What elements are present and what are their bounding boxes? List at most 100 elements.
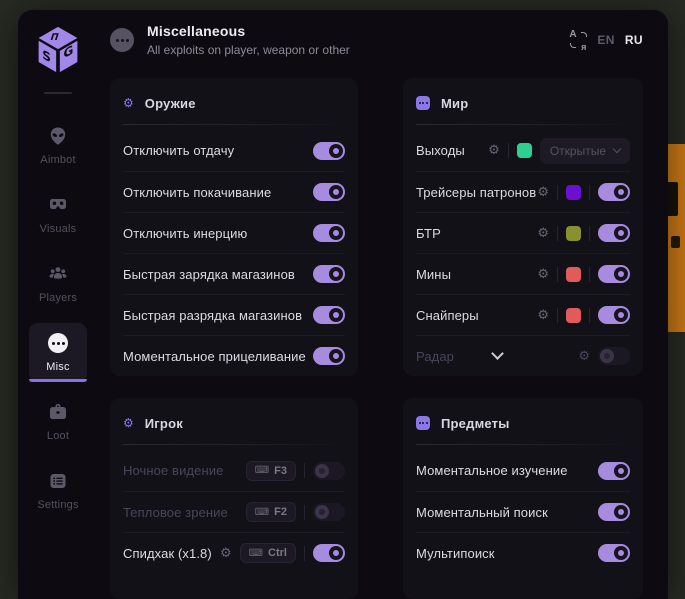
row-label: Моментальное прицеливание	[123, 348, 306, 364]
row-btr: БТР ⚙	[416, 212, 630, 253]
column-left: ⚙ Оружие Отключить отдачу Отключить пока…	[110, 78, 358, 599]
sidebar-item-label: Players	[38, 292, 78, 304]
keybind-label: Ctrl	[268, 547, 287, 559]
sidebar: S G П Aimbot	[18, 10, 98, 599]
svg-text:S: S	[42, 48, 51, 67]
row-label: Снайперы	[416, 307, 479, 323]
row-radar: Радар ⚙	[416, 335, 630, 376]
keyboard-icon: ⌨	[254, 506, 270, 518]
toggle-on[interactable]	[598, 265, 630, 283]
color-swatch[interactable]	[566, 307, 581, 323]
backdrop-orange-artifact	[666, 144, 685, 332]
separator	[557, 307, 558, 323]
toggle-on[interactable]	[313, 306, 345, 324]
row-no-recoil: Отключить отдачу	[123, 130, 345, 171]
row-label: Тепловое зрение	[123, 504, 228, 520]
toggle-on[interactable]	[598, 224, 630, 242]
sidebar-item-settings[interactable]: Settings	[29, 461, 87, 520]
section-rows: Моментальное изучение Моментальный поиск…	[416, 450, 630, 573]
toggle-on[interactable]	[313, 265, 345, 283]
toggle-on[interactable]	[313, 141, 345, 160]
row-label: Спидхак (x1.8)	[123, 545, 212, 561]
row-multi-loot: Мультипоиск	[416, 532, 630, 573]
separator	[589, 266, 590, 282]
toggle-on[interactable]	[313, 347, 345, 365]
separator	[304, 545, 305, 561]
content: ⚙ Оружие Отключить отдачу Отключить пока…	[98, 68, 668, 599]
row-settings-gear-icon[interactable]: ⚙	[578, 348, 590, 364]
keybind-badge[interactable]: ⌨ F3	[245, 460, 296, 481]
sidebar-item-label: Aimbot	[40, 154, 76, 166]
toggle-on[interactable]	[598, 183, 630, 201]
row-settings-gear-icon[interactable]: ⚙	[537, 225, 549, 241]
sidebar-item-visuals[interactable]: Visuals	[29, 185, 87, 244]
toggle-on[interactable]	[313, 544, 345, 562]
keybind-badge[interactable]: ⌨ F2	[245, 502, 296, 522]
lang-option-en[interactable]: EN	[597, 33, 615, 47]
sidebar-item-label: Loot	[46, 430, 70, 442]
toggle-on[interactable]	[313, 183, 345, 201]
section-items: Предметы Моментальное изучение Моменталь…	[403, 398, 643, 599]
color-swatch[interactable]	[516, 143, 532, 158]
keyboard-icon: ⌨	[248, 547, 264, 559]
backdrop-artifact	[671, 236, 680, 248]
toggle-on[interactable]	[598, 306, 630, 324]
keybind-label: F2	[274, 506, 287, 518]
section-player: ⚙ Игрок Ночное видение ⌨ F3	[110, 398, 358, 599]
sidebar-item-label: Settings	[37, 499, 79, 511]
sidebar-item-misc[interactable]: Misc	[29, 323, 87, 382]
row-label: Отключить покачивание	[123, 184, 272, 200]
keybind-badge[interactable]: ⌨ Ctrl	[239, 543, 296, 563]
toggle-on[interactable]	[598, 503, 630, 521]
expand-chevron-icon[interactable]	[490, 347, 504, 360]
toggle-off[interactable]	[313, 503, 345, 521]
page-titles: Miscellaneous All exploits on player, we…	[147, 23, 350, 57]
alien-icon	[48, 126, 68, 146]
toggle-on[interactable]	[598, 461, 630, 480]
sidebar-item-label: Misc	[46, 361, 70, 373]
section-rows: Отключить отдачу Отключить покачивание О…	[123, 130, 345, 376]
sidebar-item-aimbot[interactable]: Aimbot	[29, 116, 87, 175]
keybind-label: F3	[274, 464, 287, 477]
row-label: Ночное видение	[123, 463, 224, 478]
row-settings-gear-icon[interactable]: ⚙	[537, 307, 549, 323]
color-swatch[interactable]	[566, 225, 581, 241]
svg-text:G: G	[64, 43, 74, 62]
row-label: Отключить отдачу	[123, 143, 235, 158]
gear-icon: ⚙	[123, 416, 134, 430]
toggle-off[interactable]	[313, 461, 345, 480]
toggle-off[interactable]	[598, 347, 630, 365]
color-swatch[interactable]	[566, 184, 581, 200]
row-settings-gear-icon[interactable]: ⚙	[488, 143, 500, 158]
page-header: Miscellaneous All exploits on player, we…	[98, 10, 668, 68]
sidebar-item-players[interactable]: Players	[29, 254, 87, 313]
sidebar-item-loot[interactable]: Loot	[29, 392, 87, 451]
app-logo-cube-icon: S G П	[35, 26, 81, 74]
row-settings-gear-icon[interactable]: ⚙	[537, 184, 549, 200]
vr-goggles-icon	[48, 195, 68, 215]
separator	[507, 143, 509, 158]
svg-text:П: П	[49, 32, 60, 43]
color-swatch[interactable]	[566, 266, 581, 282]
column-right: Мир Выходы ⚙ Откры	[403, 78, 643, 599]
row-night-vision: Ночное видение ⌨ F3	[123, 450, 345, 491]
toggle-on[interactable]	[598, 544, 630, 562]
app-window: S G П Aimbot	[18, 10, 668, 599]
sidebar-divider	[44, 92, 72, 94]
backdrop-artifact	[666, 182, 678, 216]
row-no-sway: Отключить покачивание	[123, 171, 345, 212]
toggle-on[interactable]	[313, 224, 345, 242]
page-ellipsis-icon	[110, 28, 134, 52]
row-label: Мины	[416, 266, 452, 282]
dropdown-value: Открытые	[549, 143, 606, 158]
row-settings-gear-icon[interactable]: ⚙	[537, 266, 549, 282]
lang-option-ru[interactable]: RU	[624, 33, 643, 47]
section-world: Мир Выходы ⚙ Откры	[403, 78, 643, 376]
row-no-inertia: Отключить инерцию	[123, 212, 345, 253]
row-fast-unload: Быстрая разрядка магазинов	[123, 294, 345, 335]
exits-dropdown[interactable]: Открытые	[539, 137, 630, 164]
dots-square-icon	[416, 96, 430, 110]
row-settings-gear-icon[interactable]: ⚙	[219, 545, 232, 561]
